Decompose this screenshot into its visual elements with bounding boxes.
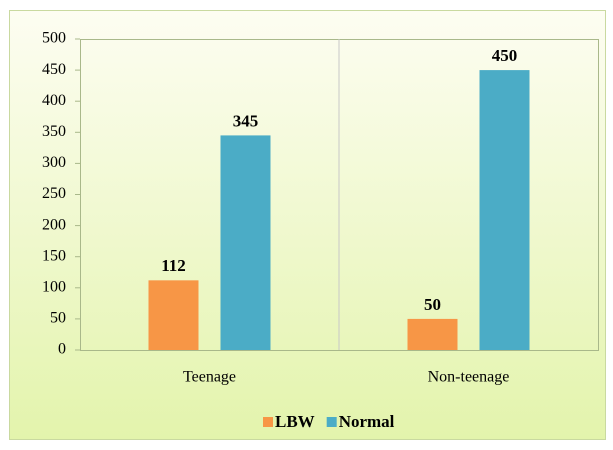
y-tick-label: 500 <box>42 30 66 47</box>
legend-label: LBW <box>275 412 315 431</box>
y-tick-label: 300 <box>42 154 66 171</box>
y-tick-label: 100 <box>42 278 66 295</box>
bar <box>407 318 458 350</box>
legend-swatch <box>263 417 273 427</box>
data-label: 345 <box>233 111 259 130</box>
y-tick-label: 150 <box>42 247 66 264</box>
y-tick-label: 350 <box>42 123 66 140</box>
data-label: 450 <box>492 46 518 65</box>
y-tick-label: 400 <box>42 92 66 109</box>
data-label: 50 <box>424 295 441 314</box>
y-tick-label: 250 <box>42 185 66 202</box>
legend-label: Normal <box>339 412 395 431</box>
bar <box>148 280 199 350</box>
bar <box>479 70 530 350</box>
y-tick-label: 450 <box>42 61 66 78</box>
y-tick-label: 0 <box>58 341 66 358</box>
legend-swatch <box>326 417 337 427</box>
x-tick-label: Teenage <box>183 369 236 386</box>
bar <box>220 135 271 350</box>
data-label: 112 <box>161 256 186 275</box>
y-tick-label: 50 <box>50 310 66 327</box>
y-tick-label: 200 <box>42 216 66 233</box>
x-tick-label: Non-teenage <box>428 369 510 386</box>
